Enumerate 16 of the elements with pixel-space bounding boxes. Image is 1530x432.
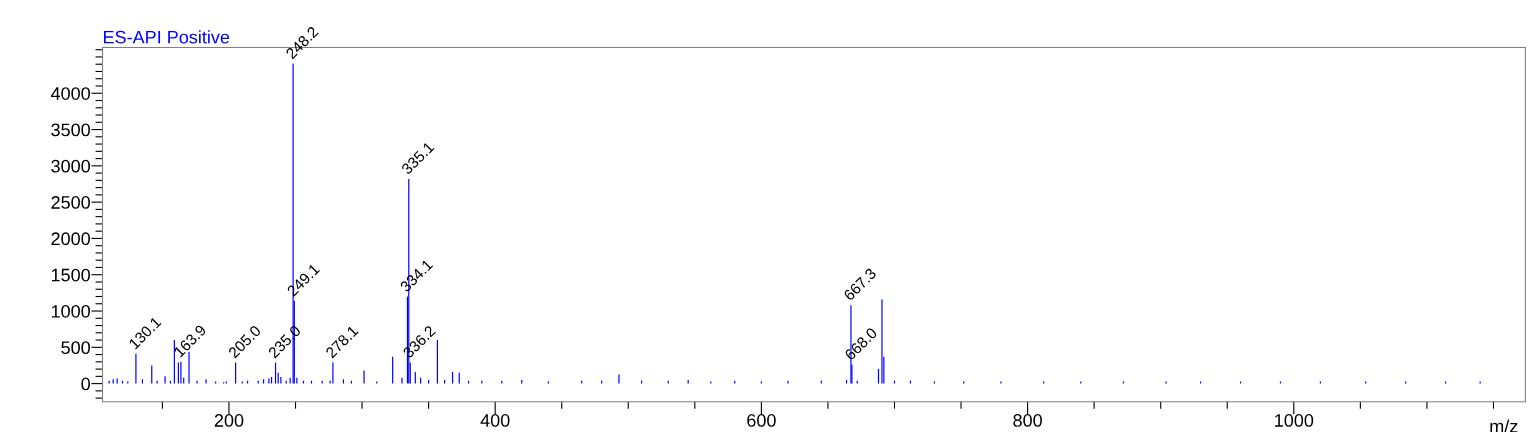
x-tick-label: 800 xyxy=(1013,414,1042,427)
x-tick-label: 1000 xyxy=(1275,414,1314,427)
y-tick-label: 500 xyxy=(61,341,90,355)
x-tick-label: 600 xyxy=(747,414,776,427)
y-tick-label: 2500 xyxy=(51,196,90,209)
y-tick-label: 3000 xyxy=(51,159,90,173)
y-tick-label: 1000 xyxy=(51,304,90,318)
y-tick-label: 3500 xyxy=(51,123,90,137)
chart-title: ES-API Positive xyxy=(103,30,230,44)
y-tick-label: 1500 xyxy=(51,268,90,282)
y-tick-label: 0 xyxy=(81,377,90,391)
y-tick-label: 4000 xyxy=(50,87,90,100)
x-tick-label: 200 xyxy=(214,414,244,427)
x-axis-title: m/z xyxy=(1490,419,1518,432)
x-tick-label: 400 xyxy=(480,414,510,427)
y-tick-label: 2000 xyxy=(51,232,90,246)
